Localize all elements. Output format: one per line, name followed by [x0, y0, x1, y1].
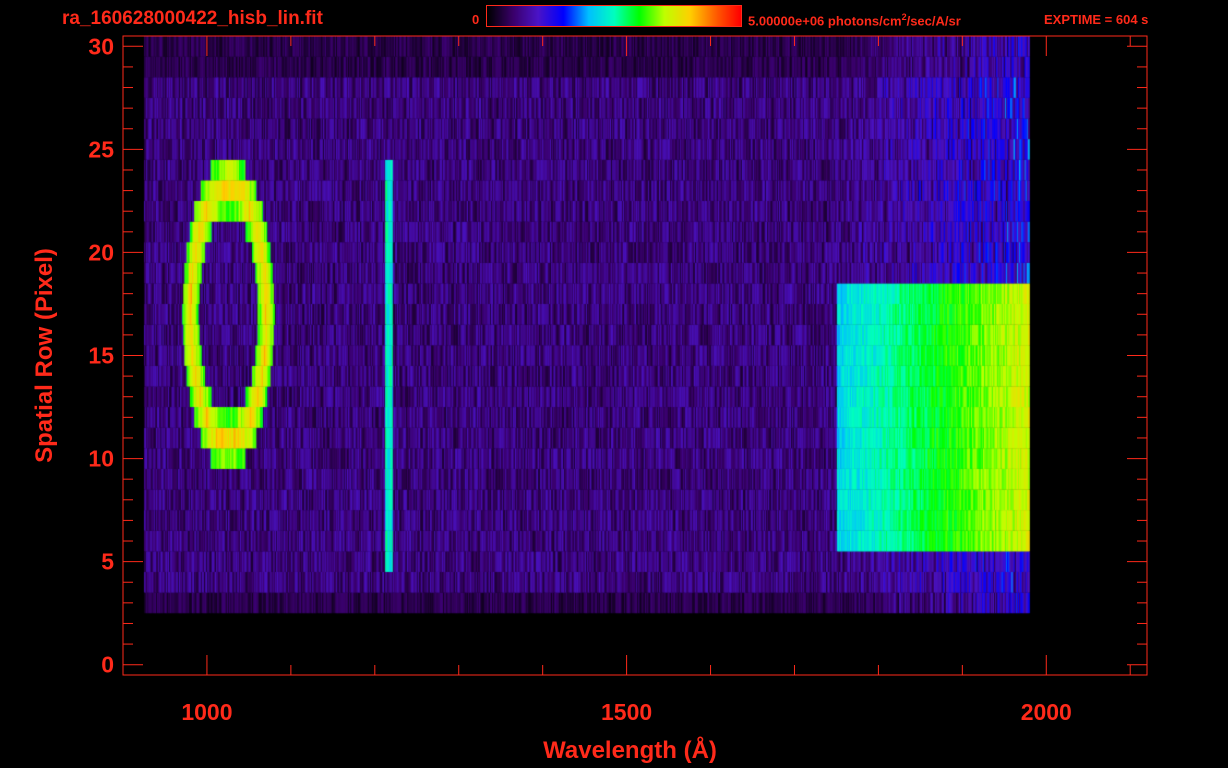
x-tick-label: 1000	[181, 699, 232, 725]
y-tick-label: 20	[88, 239, 114, 265]
colorbar-min-label: 0	[472, 12, 480, 27]
y-tick-label: 25	[88, 136, 114, 162]
y-tick-label: 15	[88, 343, 114, 369]
y-tick-label: 10	[88, 446, 114, 472]
tick-labels: 1000 1500 2000 0 5 10 15 20 25 30	[88, 33, 1071, 725]
colorbar	[486, 5, 742, 27]
x-tick-label: 2000	[1021, 699, 1072, 725]
colorbar-max-label: 5.00000e+06 photons/cm2/sec/A/sr	[748, 12, 961, 29]
file-title: ra_160628000422_hisb_lin.fit	[62, 8, 323, 29]
y-axis-title: Spatial Row (Pixel)	[31, 248, 58, 463]
tick-marks	[122, 36, 1147, 675]
y-tick-label: 0	[101, 652, 114, 678]
x-axis-title: Wavelength (Å)	[543, 736, 717, 764]
heatmap-image	[123, 36, 1147, 675]
x-tick-label: 1500	[601, 699, 652, 725]
y-tick-label: 5	[101, 549, 114, 575]
exptime-label: EXPTIME = 604 s	[1044, 12, 1149, 27]
y-tick-label: 30	[88, 33, 114, 59]
